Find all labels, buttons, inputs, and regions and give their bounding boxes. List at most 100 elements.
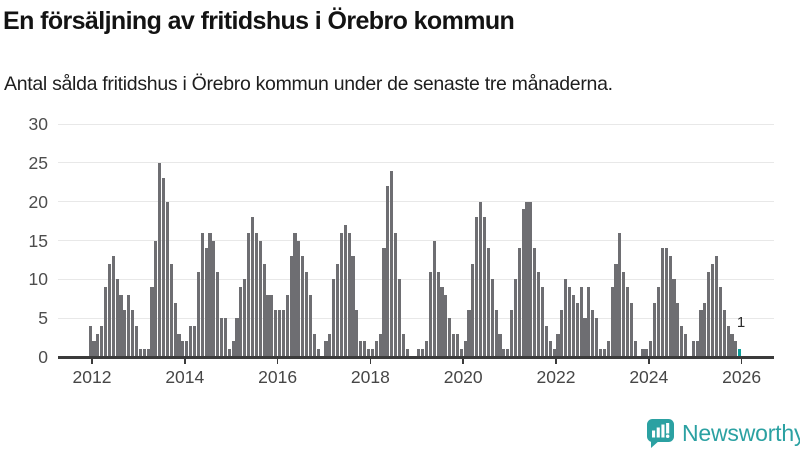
bar (556, 333, 560, 357)
bar (312, 333, 316, 357)
newsworthy-logo: Newsworthy (646, 418, 800, 448)
bar (223, 318, 228, 357)
grid-line (58, 162, 774, 164)
brand-name: Newsworthy (682, 419, 800, 446)
bar (660, 248, 664, 357)
x-axis-tick (555, 358, 557, 364)
bar (374, 341, 378, 357)
bar (235, 318, 239, 357)
bar (509, 310, 514, 357)
bar (363, 341, 367, 357)
bar (595, 318, 599, 357)
bar (482, 217, 487, 357)
bar (324, 341, 328, 357)
x-tick-label: 2020 (443, 367, 483, 387)
bar (266, 294, 270, 357)
bar (332, 279, 336, 357)
bar (695, 341, 699, 357)
bar (571, 294, 576, 357)
bar (575, 302, 579, 357)
bar (645, 349, 649, 357)
bar (633, 341, 637, 357)
grid-line (58, 278, 774, 280)
bar (641, 349, 645, 357)
bar (343, 224, 347, 357)
bar (247, 232, 251, 357)
x-axis-tick (462, 358, 464, 364)
bar (587, 287, 591, 357)
bar (444, 294, 448, 357)
bar (335, 263, 340, 357)
bar (328, 333, 332, 357)
bar (115, 279, 119, 357)
y-tick-label: 5 (38, 308, 48, 329)
y-tick-label: 20 (28, 191, 48, 212)
y-tick-label: 15 (28, 230, 48, 251)
bar (726, 325, 730, 357)
bar (668, 256, 672, 357)
bar (150, 287, 154, 357)
y-tick-label: 0 (38, 347, 48, 367)
bar (270, 294, 274, 357)
bar-series (86, 124, 776, 357)
x-axis-tick (369, 358, 372, 364)
bar (390, 170, 394, 357)
bar (339, 232, 344, 357)
bar (475, 217, 479, 357)
x-axis-tick (276, 358, 279, 364)
bar (161, 178, 166, 357)
bar (305, 271, 309, 357)
bar (494, 310, 498, 357)
bar (722, 310, 726, 357)
bar (614, 263, 618, 357)
bar (567, 287, 572, 357)
last-value-label: 1 (736, 314, 746, 331)
bar (622, 271, 626, 357)
bar (281, 310, 286, 357)
bar (243, 279, 247, 357)
bar (448, 318, 452, 357)
bar (382, 248, 386, 357)
bar (598, 349, 603, 357)
bar-chart-speech-bubble-icon (647, 419, 674, 448)
bar (517, 248, 521, 357)
bar (618, 232, 622, 357)
bar (467, 310, 471, 357)
bar (254, 232, 258, 357)
bar (297, 240, 301, 357)
bar (239, 287, 243, 357)
bar (564, 279, 568, 357)
bar (533, 248, 537, 357)
bar (653, 302, 657, 357)
bar (463, 341, 467, 357)
bar (351, 256, 355, 357)
grid-line (58, 240, 774, 241)
bar (525, 201, 529, 357)
chart-subtitle: Antal sålda fritidshus i Örebro kommun u… (4, 73, 613, 95)
bar (177, 333, 181, 357)
bar (424, 341, 429, 357)
bar (227, 349, 231, 357)
x-axis-tick (91, 358, 93, 364)
bar (119, 294, 123, 357)
bar (185, 341, 189, 357)
x-axis-tick (648, 358, 650, 364)
bar (629, 302, 634, 357)
bar (370, 349, 374, 357)
bar (154, 240, 158, 357)
bar (289, 256, 293, 357)
bar (436, 271, 440, 357)
bar (656, 287, 661, 357)
bar (231, 341, 235, 357)
grid-line (58, 317, 774, 319)
bar (212, 240, 216, 357)
bar (703, 302, 707, 357)
bar (393, 232, 398, 357)
bar (428, 271, 432, 357)
bar (204, 248, 208, 357)
bar (366, 349, 371, 357)
bar (455, 333, 460, 357)
bar (711, 263, 715, 357)
bar (88, 325, 92, 357)
bar (683, 333, 688, 357)
